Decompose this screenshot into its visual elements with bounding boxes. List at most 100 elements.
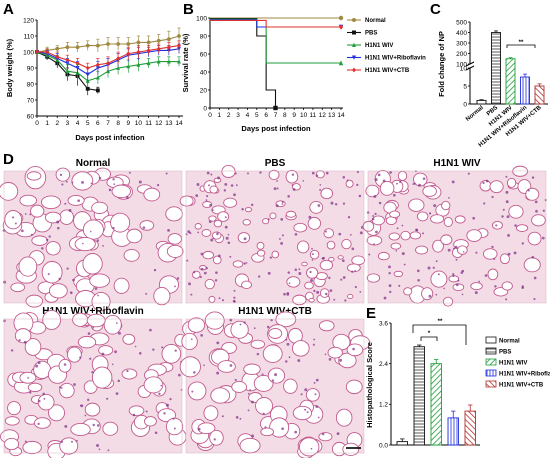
panel-d-alveolus — [45, 241, 61, 256]
panel-b-legend-marker-pbs — [352, 30, 356, 35]
panel-d-nucleus — [453, 247, 455, 250]
panel-d-alveolus — [181, 332, 198, 351]
panel-a-point-normal — [166, 37, 171, 42]
panel-a-x-tick-label: 3 — [66, 120, 70, 127]
panel-d-nucleus — [239, 323, 242, 326]
panel-e-legend-label: H1N1 WIV+Riboflavin — [499, 372, 550, 378]
panel-d-nucleus — [482, 181, 485, 184]
panel-d-alveolus — [285, 210, 297, 218]
panel-d-image-border — [185, 170, 365, 304]
panel-d-alveolus — [479, 180, 492, 192]
panel-c-y-tick-label: 500 — [456, 19, 467, 26]
panel-d-alveolus — [58, 358, 72, 373]
panel-b-letter: B — [183, 1, 194, 18]
panel-d-nucleus — [92, 326, 95, 329]
panel-d-nucleus — [416, 269, 420, 273]
panel-e-legend-label: Normal — [499, 339, 520, 345]
panel-b-legend: Normal PBS H1N1 WIV H1N1 WIV+Riboflavin H1N1… — [347, 18, 426, 74]
panel-d-nucleus — [64, 424, 68, 428]
panel-d-image-1 — [179, 165, 366, 306]
panel-d-alveolus — [22, 440, 42, 455]
panel-d-alveolus — [262, 218, 270, 225]
panel-a-x-tick-label: 10 — [135, 120, 143, 127]
panel-b-legend-label: H1N1 WIV+Riboflavin — [365, 56, 426, 62]
panel-e-y-tick-label: 2.4 — [379, 361, 388, 368]
panel-a-x-tick-label: 6 — [96, 120, 100, 127]
panel-d-alveolus — [27, 382, 43, 393]
panel-d-nucleus — [235, 416, 239, 419]
panel-d-nucleus — [506, 215, 510, 219]
panel-b-x-tick-label: 12 — [319, 112, 327, 119]
panel-d-nucleus — [283, 292, 286, 296]
panel-b-y-ticks: 0 20 40 60 80 100 — [196, 15, 210, 112]
panel-d-nucleus — [186, 259, 189, 262]
panel-d-nucleus — [267, 271, 271, 275]
panel-d-alveolus — [527, 231, 542, 246]
panel-d-nucleus — [317, 416, 320, 419]
panel-d-alveolus — [275, 311, 297, 328]
panel-d-nucleus — [270, 318, 273, 322]
panel-d-nucleus — [324, 353, 327, 356]
panel-d-nucleus — [315, 378, 319, 382]
panel-d-nucleus — [311, 259, 314, 261]
panel-d-nucleus — [24, 213, 27, 215]
panel-d-alveolus — [210, 387, 231, 404]
panel-d-nucleus — [165, 172, 168, 175]
panel-d-nucleus — [435, 260, 438, 263]
panel-d-nucleus — [224, 182, 228, 186]
panel-d-nucleus — [302, 180, 305, 182]
panel-d-nucleus — [87, 398, 90, 402]
panel-d-alveolus — [121, 368, 138, 380]
panel-d-nucleus — [356, 183, 359, 186]
panel-b-y-tick-label: 40 — [200, 69, 208, 76]
panel-d-nucleus — [128, 171, 131, 174]
panel-d-nucleus — [316, 290, 320, 294]
panel-d-nucleus — [156, 183, 160, 187]
panel-d-nucleus — [294, 233, 298, 236]
panel-a-point-ctb — [65, 57, 70, 63]
panel-d-alveolus — [440, 234, 453, 245]
panel-d-nucleus — [280, 241, 284, 245]
panel-d-alveolus — [347, 293, 354, 299]
panel-d-alveolus — [415, 245, 429, 255]
panel-d-nucleus — [273, 187, 277, 191]
panel-d-nucleus — [281, 234, 284, 237]
panel-d-nucleus — [544, 198, 547, 202]
panel-d-nucleus — [276, 187, 279, 190]
panel-d-nucleus — [89, 357, 92, 360]
panel-d-nucleus — [388, 284, 392, 288]
panel-d-nucleus — [448, 196, 450, 199]
panel-d-nucleus — [259, 171, 262, 174]
panel-d-nucleus — [106, 397, 109, 400]
panel-d-nucleus — [195, 194, 199, 198]
panel-d-nucleus — [493, 257, 496, 260]
panel-e-sig-star: * — [428, 331, 431, 337]
panel-d-nucleus — [398, 284, 401, 287]
panel-c-bar — [520, 76, 530, 105]
panel-d-nucleus — [427, 266, 431, 270]
panel-d-nucleus — [46, 238, 49, 242]
panel-a-x-tick-label: 1 — [45, 120, 49, 127]
panel-d-nucleus — [483, 202, 486, 205]
panel-d-nucleus — [455, 258, 458, 261]
panel-d-nucleus — [484, 274, 488, 277]
panel-d-nucleus — [267, 218, 270, 220]
panel-d-image-title: PBS — [265, 158, 286, 169]
panel-d-nucleus — [288, 282, 291, 284]
panel-d-nucleus — [217, 254, 221, 258]
panel-d-nucleus — [312, 343, 315, 346]
panel-d-nucleus — [10, 349, 14, 352]
panel-d-images: Normal PBS H1N1 WIV H1N1 WIV+Riboflavin H1N1… — [0, 158, 547, 458]
panel-d-alveolus — [48, 404, 66, 422]
panel-d-nucleus — [462, 250, 465, 253]
panel-a-x-label: Days post infection — [75, 133, 145, 142]
panel-a-y-tick-label: 100 — [23, 49, 34, 56]
panel-d-alveolus — [377, 251, 390, 261]
panel-d-alveolus — [326, 240, 336, 250]
panel-d-nucleus — [177, 373, 181, 377]
panel-d-alveolus — [67, 346, 82, 363]
panel-e-legend-label: H1N1 WIV+CTB — [499, 383, 544, 389]
panel-d-alveolus — [409, 231, 422, 240]
panel-b-x-ticks: 0 1 2 3 4 5 6 7 8 9 10 11 12 13 14 — [208, 108, 345, 119]
panel-a-point-wiv — [126, 64, 131, 69]
